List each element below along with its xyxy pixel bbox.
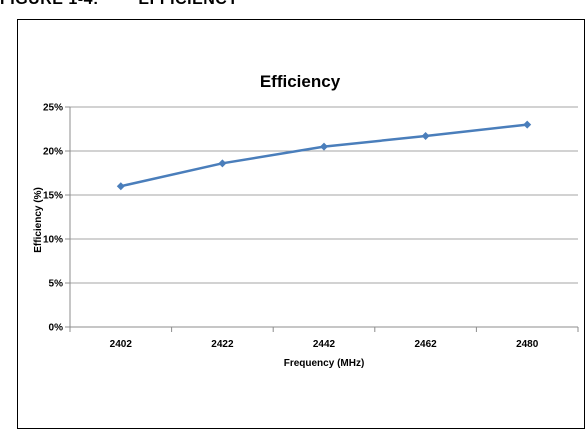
x-axis-label: Frequency (MHz) (284, 358, 365, 369)
chart-frame (17, 19, 585, 429)
data-point (218, 159, 227, 168)
x-tick-label: 2462 (414, 339, 437, 350)
figure-caption: FIGURE 1-4: EFFICIENCY (0, 0, 239, 9)
data-point (523, 120, 532, 129)
series (116, 120, 532, 191)
y-tick-labels: 0% 5% 10% 15% 20% 25% (43, 103, 63, 334)
y-tick-label: 10% (43, 235, 63, 246)
y-tick-label: 25% (43, 103, 63, 114)
x-tick-label: 2422 (211, 339, 234, 350)
x-tick-label: 2480 (516, 339, 539, 350)
x-tick-labels: 2402 2422 2442 2462 2480 (110, 339, 539, 350)
y-tick-label: 20% (43, 147, 63, 158)
y-tick-label: 5% (49, 279, 64, 290)
x-tick-label: 2442 (313, 339, 336, 350)
x-tick-label: 2402 (110, 339, 133, 350)
y-tick-label: 0% (49, 323, 64, 334)
data-point (320, 142, 328, 151)
y-tick-label: 15% (43, 191, 63, 202)
chart-title: Efficiency (260, 72, 341, 91)
series-line (120, 123, 528, 188)
data-point (116, 182, 125, 191)
data-point (421, 132, 430, 141)
y-axis-label: Efficiency (%) (33, 187, 44, 253)
grid (65, 106, 579, 332)
